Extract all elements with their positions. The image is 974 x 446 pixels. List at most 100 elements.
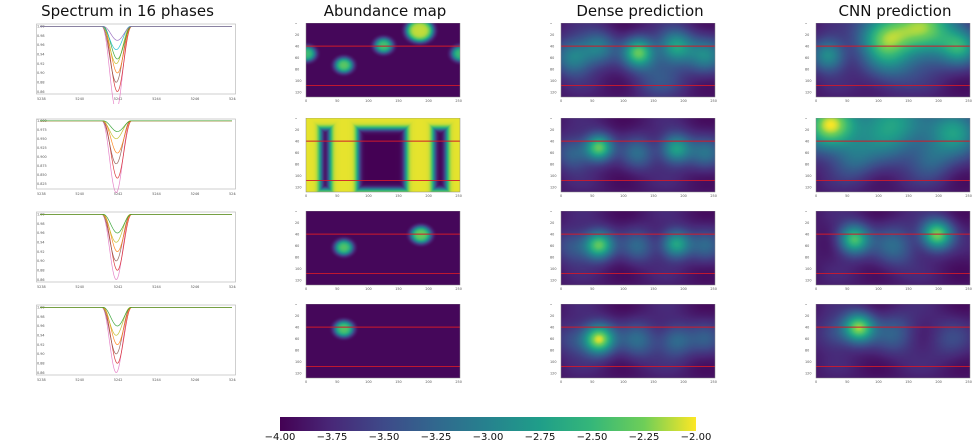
y-tick-label: 0.88	[37, 81, 45, 85]
y-tick-label: 0.825	[37, 182, 47, 186]
heatmap-frame	[815, 22, 971, 98]
heatmap-axes: 0 20 40 60 80 100 120 0 50 100 150 200 250	[295, 21, 462, 103]
heatmap-image	[306, 118, 460, 192]
x-tick-label: 250	[455, 380, 461, 384]
y-tick-label: 0.925	[37, 146, 47, 150]
y-tick-label: 0	[550, 23, 552, 25]
heatmap-frame	[815, 117, 971, 193]
x-tick-label: 150	[650, 194, 656, 198]
x-tick-label: 150	[905, 99, 911, 103]
y-tick-label: 0	[295, 211, 297, 213]
y-tick-label: 60	[805, 151, 809, 155]
y-tick-label: 20	[805, 128, 809, 132]
y-tick-label: 60	[805, 56, 809, 60]
heatmap-panel-2-4: 0 20 40 60 80 100 120 0 50 100 150 200 250	[549, 302, 717, 392]
y-tick-label: 80	[550, 348, 554, 352]
heatmap-image	[561, 211, 715, 285]
heatmap-axes: 0 20 40 60 80 100 120 0 50 100 150 200 250	[295, 302, 462, 384]
heatmap-axes: 0 20 40 60 80 100 120 0 50 100 150 200 250	[805, 21, 972, 103]
x-tick-label: 200	[935, 287, 941, 291]
colorbar-tick-label: −4.00	[264, 432, 296, 443]
y-tick-label: 0	[295, 304, 297, 306]
x-tick-label: 0	[305, 287, 307, 291]
heatmap-frame	[815, 303, 971, 379]
y-tick-label: 100	[805, 267, 811, 271]
spectrum-series-line	[40, 25, 232, 41]
y-tick-label: 40	[550, 139, 554, 143]
x-tick-label: 0	[815, 99, 817, 103]
heatmap-frame	[560, 303, 716, 379]
spectrum-series-line	[40, 213, 232, 234]
y-tick-label: 0.94	[37, 53, 45, 57]
x-tick-label: 5248	[229, 192, 236, 196]
x-tick-label: 50	[335, 99, 339, 103]
x-tick-label: 0	[815, 194, 817, 198]
x-tick-label: 250	[965, 287, 971, 291]
x-tick-label: 5248	[229, 285, 236, 289]
y-tick-label: 100	[550, 79, 556, 83]
y-tick-label: 40	[295, 232, 299, 236]
x-tick-label: 5242	[114, 285, 123, 289]
y-tick-label: 120	[550, 279, 556, 283]
y-tick-label: 80	[550, 67, 554, 71]
x-tick-label: 5246	[191, 192, 200, 196]
heatmap-panel-3-1: 0 20 40 60 80 100 120 0 50 100 150 200 250	[804, 21, 972, 111]
y-tick-label: 40	[805, 325, 809, 329]
x-tick-label: 100	[365, 380, 371, 384]
heatmap-frame	[560, 22, 716, 98]
y-tick-label: 80	[805, 162, 809, 166]
y-tick-label: 40	[805, 139, 809, 143]
x-tick-label: 100	[875, 99, 881, 103]
title-spectrum: Spectrum in 16 phases	[41, 2, 214, 20]
y-tick-label: 40	[550, 232, 554, 236]
y-tick-label: 120	[805, 372, 811, 376]
y-tick-label: 40	[295, 325, 299, 329]
y-tick-label: 0.92	[37, 250, 45, 254]
y-tick-label: 60	[295, 56, 299, 60]
x-tick-label: 5244	[152, 192, 161, 196]
x-tick-label: 50	[335, 380, 339, 384]
x-tick-label: 0	[815, 287, 817, 291]
x-tick-label: 0	[560, 194, 562, 198]
x-tick-label: 50	[590, 287, 594, 291]
x-tick-label: 50	[335, 194, 339, 198]
y-tick-label: 120	[805, 186, 811, 190]
y-tick-label: 100	[805, 360, 811, 364]
colorbar-tick-label: −3.25	[420, 432, 452, 443]
heatmap-image	[306, 23, 460, 97]
x-tick-label: 150	[395, 287, 401, 291]
x-tick-label: 100	[365, 194, 371, 198]
y-tick-label: 0.90	[37, 352, 45, 356]
y-tick-label: 0.96	[37, 43, 45, 47]
y-tick-label: 0	[805, 118, 807, 120]
y-tick-label: 100	[295, 267, 301, 271]
x-tick-label: 5242	[114, 97, 123, 101]
y-tick-label: 60	[295, 337, 299, 341]
y-tick-label: 20	[550, 221, 554, 225]
x-tick-label: 250	[965, 380, 971, 384]
y-tick-label: 0.98	[37, 34, 45, 38]
y-tick-label: 0.900	[37, 155, 47, 159]
x-tick-label: 100	[875, 194, 881, 198]
x-tick-label: 200	[425, 99, 431, 103]
y-tick-label: 20	[295, 221, 299, 225]
x-tick-label: 50	[845, 194, 849, 198]
y-tick-label: 120	[295, 186, 301, 190]
y-tick-label: 60	[550, 56, 554, 60]
colorbar	[280, 416, 696, 431]
x-tick-label: 5238	[37, 378, 46, 382]
y-tick-label: 0.850	[37, 173, 47, 177]
y-tick-label: 20	[295, 314, 299, 318]
x-tick-label: 150	[905, 380, 911, 384]
heatmap-image	[561, 118, 715, 192]
x-tick-label: 200	[935, 380, 941, 384]
y-tick-label: 80	[295, 67, 299, 71]
x-tick-label: 50	[590, 380, 594, 384]
y-tick-label: 120	[550, 372, 556, 376]
heatmap-image	[306, 304, 460, 378]
y-tick-label: 0	[295, 118, 297, 120]
heatmap-image	[561, 23, 715, 97]
heatmap-axes: 0 20 40 60 80 100 120 0 50 100 150 200 250	[295, 116, 462, 198]
y-tick-label: 40	[550, 325, 554, 329]
